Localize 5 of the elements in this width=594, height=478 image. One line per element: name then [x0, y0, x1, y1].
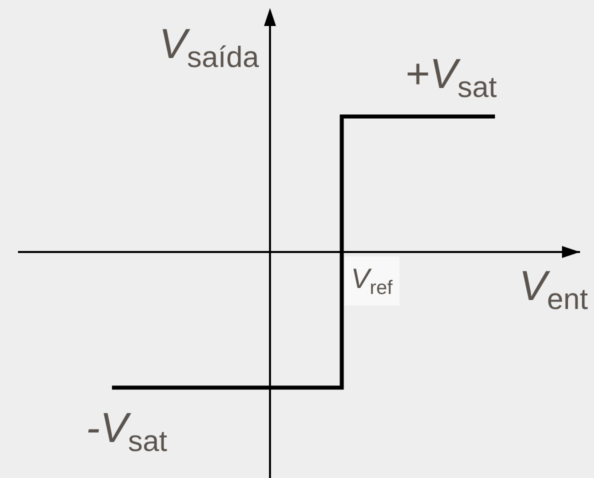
annotation: V$_{ref}$ — [351, 263, 394, 299]
x-axis-title: V$_{ent}$ — [519, 262, 588, 316]
y-axis-title: V$_{saída}$ — [159, 20, 260, 74]
annotation: +V$_{sat}$ — [405, 50, 497, 104]
annotation: -V$_{sat}$ — [86, 404, 168, 458]
